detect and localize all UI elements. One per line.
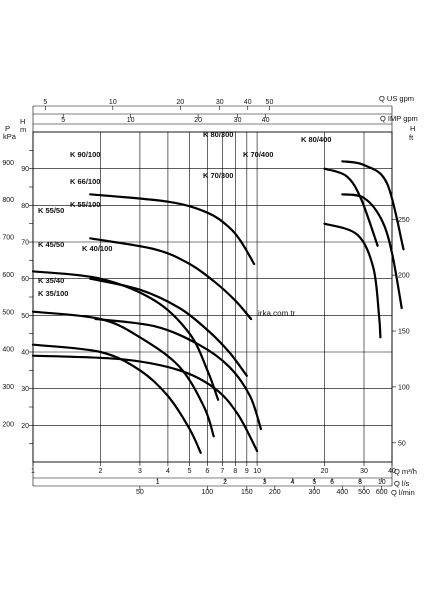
h-ft-tick-label: 50: [398, 440, 406, 447]
curve-label: K 55/100: [70, 200, 100, 209]
q-m3h-axis-label: Q m³/h: [394, 467, 417, 476]
bottom-m3h-tick-label: 1: [31, 468, 35, 475]
bottom-m3h-tick-label: 4: [166, 468, 170, 475]
bottom-ls-tick-label: 5: [312, 479, 316, 486]
bottom-lmin-tick-label: 200: [269, 489, 281, 496]
h-ft-tick-label: 200: [398, 273, 410, 280]
q-imp-gpm-axis-label: Q IMP gpm: [380, 114, 418, 123]
bottom-lmin-tick-label: 50: [136, 489, 144, 496]
h-ft-tick-label: 250: [398, 217, 410, 224]
curve-k-55-100: [89, 277, 248, 377]
curve-k-40-100: [94, 317, 262, 431]
top-imp-gpm-tick-label: 30: [234, 117, 242, 124]
curve-k-55-50: [31, 270, 220, 401]
kpa-tick-label: 500: [2, 309, 14, 316]
bottom-m3h-tick-label: 2: [99, 468, 103, 475]
curve-label: K 80/300: [203, 130, 233, 139]
kpa-tick-label: 900: [2, 160, 14, 167]
top-us-gpm-tick-label: 40: [244, 99, 252, 106]
top-us-gpm-tick-label: 10: [109, 99, 117, 106]
curve-k-70-300: [323, 222, 382, 339]
curve-label: K 70/300: [203, 171, 233, 180]
bottom-m3h-tick-label: 10: [253, 468, 261, 475]
top-us-gpm-tick-label: 30: [216, 99, 224, 106]
kpa-tick-label: 700: [2, 235, 14, 242]
bottom-lmin-tick-label: 600: [376, 489, 388, 496]
bottom-m3h-tick-label: 8: [233, 468, 237, 475]
p-axis-title: P: [5, 124, 10, 133]
top-imp-gpm-tick-label: 40: [262, 117, 270, 124]
bottom-lmin-tick-label: 400: [336, 489, 348, 496]
curve-label: K 35/40: [38, 276, 64, 285]
bottom-ls-tick-label: 3: [263, 479, 267, 486]
bottom-ls-tick-label: 10: [378, 479, 386, 486]
curve-k-90-100: [89, 193, 256, 266]
curve-label: K 80/400: [301, 135, 331, 144]
h-m-tick-label: 40: [21, 350, 29, 357]
bottom-lmin-tick-label: 500: [358, 489, 370, 496]
h-m-tick-label: 20: [21, 423, 29, 430]
bottom-lmin-tick-label: 300: [308, 489, 320, 496]
h-m-tick-label: 80: [21, 203, 29, 210]
kpa-tick-label: 300: [2, 384, 14, 391]
curve-k-80-400: [341, 160, 405, 251]
bottom-ls-tick-label: 8: [358, 479, 362, 486]
bottom-m3h-tick-label: 9: [245, 468, 249, 475]
h-m-tick-label: 50: [21, 313, 29, 320]
bottom-ls-tick-label: 4: [291, 479, 295, 486]
curve-label: K 35/100: [38, 289, 68, 298]
bottom-m3h-tick-label: 3: [138, 468, 142, 475]
curve-k-80-300: [323, 167, 379, 247]
q-ls-axis-label: Q l/s: [394, 479, 410, 488]
top-imp-gpm-tick-label: 10: [127, 117, 135, 124]
h-m-tick-label: 60: [21, 276, 29, 283]
h-m-tick-label: 30: [21, 386, 29, 393]
curve-k-35-100: [31, 354, 259, 453]
h-m-tick-label: 90: [21, 166, 29, 173]
bottom-ls-tick-label: 6: [330, 479, 334, 486]
h-m-tick-label: 70: [21, 240, 29, 247]
curve-label: K 90/100: [70, 150, 100, 159]
h-ft-tick-label: 150: [398, 329, 410, 336]
bottom-ls-tick-label: 1: [156, 479, 160, 486]
curve-k-45-50: [31, 310, 215, 438]
kpa-tick-label: 400: [2, 347, 14, 354]
top-imp-gpm-tick-label: 5: [61, 117, 65, 124]
curve-k-66-100: [89, 237, 253, 321]
curve-label: K 66/100: [70, 177, 100, 186]
bottom-m3h-tick-label: 20: [321, 468, 329, 475]
bottom-m3h-tick-label: 7: [220, 468, 224, 475]
top-us-gpm-tick-label: 50: [266, 99, 274, 106]
h-m-axis-unit: m: [20, 125, 26, 134]
kpa-tick-label: 200: [2, 421, 14, 428]
curve-label: K 45/50: [38, 240, 64, 249]
q-us-gpm-axis-label: Q US gpm: [379, 94, 414, 103]
curve-k-35-40: [31, 343, 202, 454]
bottom-ls-tick-label: 2: [223, 479, 227, 486]
top-us-gpm-tick-label: 20: [176, 99, 184, 106]
bottom-lmin-tick-label: 150: [241, 489, 253, 496]
h-ft-axis-title: H: [410, 124, 415, 133]
top-imp-gpm-tick-label: 20: [194, 117, 202, 124]
bottom-m3h-tick-label: 30: [360, 468, 368, 475]
top-us-gpm-tick-label: 5: [43, 99, 47, 106]
curve-label: K 55/50: [38, 206, 64, 215]
curve-label: K 70/400: [243, 150, 273, 159]
h-m-axis-title: H: [20, 117, 25, 126]
q-lmin-axis-label: Q l/min: [391, 488, 415, 497]
curve-label: K 40/100: [82, 244, 112, 253]
bottom-lmin-tick-label: 100: [202, 489, 214, 496]
h-ft-axis-unit: ft: [409, 133, 414, 142]
h-ft-tick-label: 100: [398, 384, 410, 391]
kpa-tick-label: 800: [2, 197, 14, 204]
p-axis-unit: kPa: [3, 132, 17, 141]
curve-k-70-400: [341, 193, 403, 310]
bottom-m3h-tick-label: 40: [388, 468, 396, 475]
watermark-url: irka.com.tr: [258, 309, 296, 318]
bottom-m3h-tick-label: 5: [188, 468, 192, 475]
bottom-m3h-tick-label: 6: [205, 468, 209, 475]
kpa-tick-label: 600: [2, 272, 14, 279]
